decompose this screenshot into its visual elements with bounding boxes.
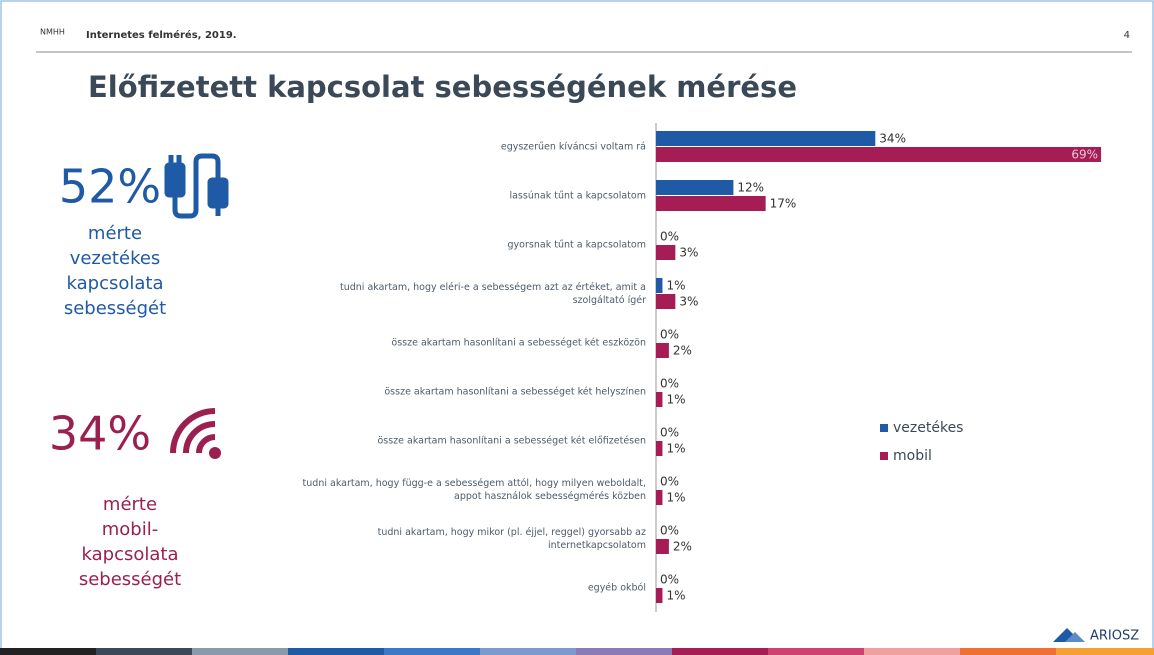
- cable-icon: [164, 153, 229, 219]
- header-logo: NMHH: [40, 28, 65, 37]
- value-label: 0%: [660, 377, 679, 391]
- category-label: tudni akartam, hogy mikor (pl. éjjel, re…: [377, 527, 646, 551]
- bar: [656, 588, 663, 603]
- bar: [656, 131, 876, 146]
- value-label: 12%: [737, 181, 764, 195]
- category-label: tudni akartam, hogy függ-e a sebességem …: [302, 478, 646, 502]
- header-text: Internetes felmérés, 2019.: [86, 29, 237, 41]
- value-label: 34%: [879, 132, 906, 146]
- value-label: 0%: [660, 573, 679, 587]
- legend-swatch: [880, 452, 888, 460]
- category-label: lassúnak tűnt a kapcsolatom: [509, 190, 646, 202]
- highlight-value: 52%: [59, 160, 161, 214]
- value-label: 0%: [660, 230, 679, 244]
- value-label: 17%: [770, 197, 797, 211]
- bar: [656, 196, 766, 211]
- value-label: 0%: [660, 426, 679, 440]
- value-label: 1%: [666, 393, 685, 407]
- value-label: 0%: [660, 328, 679, 342]
- category-label: össze akartam hasonlítani a sebességet k…: [391, 337, 646, 349]
- value-label: 1%: [666, 491, 685, 505]
- category-label: össze akartam hasonlítani a sebességet k…: [377, 435, 646, 447]
- bar: [656, 490, 663, 505]
- highlight-text: mobil-: [102, 519, 158, 540]
- highlight-text: sebességét: [64, 298, 166, 319]
- highlight-text: sebességét: [79, 569, 181, 590]
- footer-brand: ARIOSZ: [1090, 629, 1139, 644]
- category-label: gyorsnak tűnt a kapcsolatom: [507, 239, 646, 251]
- legend-label: mobil: [893, 448, 932, 464]
- highlight-text: mérte: [88, 223, 142, 244]
- value-label: 3%: [679, 295, 698, 309]
- value-label: 1%: [666, 442, 685, 456]
- value-label: 1%: [666, 279, 685, 293]
- page-number: 4: [1124, 30, 1130, 41]
- bar: [656, 343, 669, 358]
- value-label: 3%: [679, 246, 698, 260]
- value-label: 2%: [673, 540, 692, 554]
- category-label: egyéb okból: [587, 582, 646, 594]
- bar: [656, 180, 734, 195]
- wifi-icon: [170, 408, 221, 459]
- bar: [656, 147, 1102, 162]
- legend-label: vezetékes: [893, 420, 963, 436]
- highlight-value: 34%: [49, 407, 151, 461]
- bar: [656, 245, 676, 260]
- value-label: 0%: [660, 475, 679, 489]
- value-label: 69%: [1071, 148, 1098, 162]
- footer-logo: ARIOSZ: [1053, 628, 1139, 644]
- highlight-text: kapcsolata: [82, 544, 179, 565]
- bar: [656, 441, 663, 456]
- bar: [656, 392, 663, 407]
- highlight-text: kapcsolata: [67, 273, 164, 294]
- bar: [656, 278, 663, 293]
- highlight-text: vezetékes: [70, 248, 161, 269]
- category-label: tudni akartam, hogy eléri-e a sebességem…: [339, 282, 646, 306]
- footer-stripe: [0, 648, 1154, 655]
- legend-swatch: [880, 424, 888, 432]
- slide-title: Előfizetett kapcsolat sebességének mérés…: [88, 70, 797, 104]
- category-label: össze akartam hasonlítani a sebességet k…: [384, 386, 646, 398]
- value-label: 0%: [660, 524, 679, 538]
- category-label: egyszerűen kíváncsi voltam rá: [500, 141, 646, 153]
- bar: [656, 294, 676, 309]
- value-label: 2%: [673, 344, 692, 358]
- highlight-text: mérte: [103, 494, 157, 515]
- value-label: 1%: [666, 589, 685, 603]
- bar: [656, 539, 669, 554]
